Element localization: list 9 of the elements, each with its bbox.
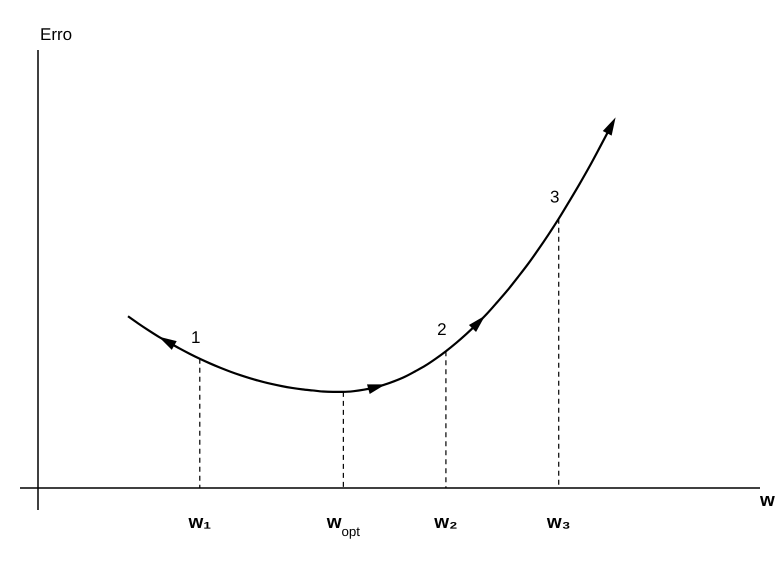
- annotation: 2: [437, 320, 447, 340]
- text: Erro: [40, 25, 72, 44]
- annotation: 1: [191, 328, 201, 347]
- x-tick-label: w₂: [433, 512, 458, 533]
- x-tick-label: w₁: [187, 512, 212, 533]
- x-tick-label: w$_{opt}$: [326, 512, 360, 538]
- x-tick-label: w₃: [546, 512, 571, 533]
- text: w: [759, 490, 775, 511]
- annotation: 3: [550, 188, 560, 207]
